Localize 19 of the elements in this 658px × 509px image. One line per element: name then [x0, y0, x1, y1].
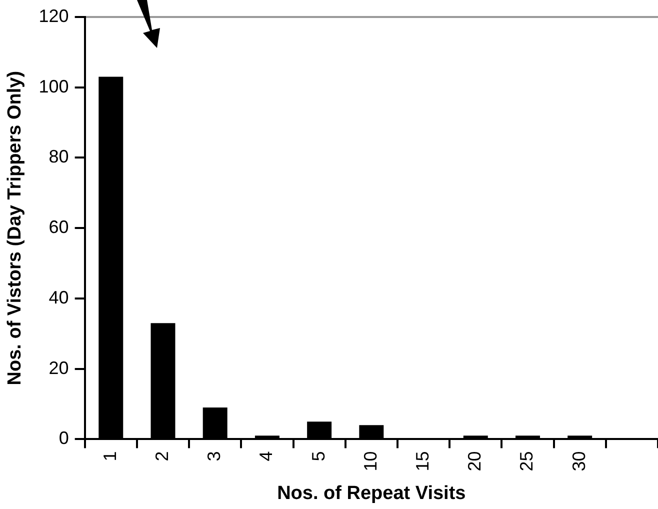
x-tick-label: 25	[516, 451, 537, 472]
y-tick-label: 0	[58, 428, 69, 448]
x-tick-label: 30	[568, 451, 589, 472]
y-tick-label: 40	[48, 287, 69, 308]
y-tick-label: 80	[48, 146, 69, 167]
x-axis-title: Nos. of Repeat Visits	[277, 482, 466, 504]
y-tick-label: 120	[38, 6, 69, 26]
x-tick-label: 3	[204, 451, 224, 462]
x-tick-label: 5	[308, 451, 328, 462]
x-tick-label: 4	[256, 451, 276, 462]
x-tick-label: 15	[412, 451, 432, 472]
y-axis-title: Nos. of Vistors (Day Trippers Only)	[4, 70, 26, 386]
x-tick-label: 1	[100, 451, 120, 462]
x-tick-label: 20	[464, 451, 485, 472]
y-tick-label: 20	[48, 358, 69, 378]
x-tick-label: 2	[152, 451, 172, 462]
y-tick-label: 100	[38, 76, 69, 96]
x-tick-label: 10	[360, 451, 380, 472]
y-tick-label: 60	[48, 217, 69, 238]
